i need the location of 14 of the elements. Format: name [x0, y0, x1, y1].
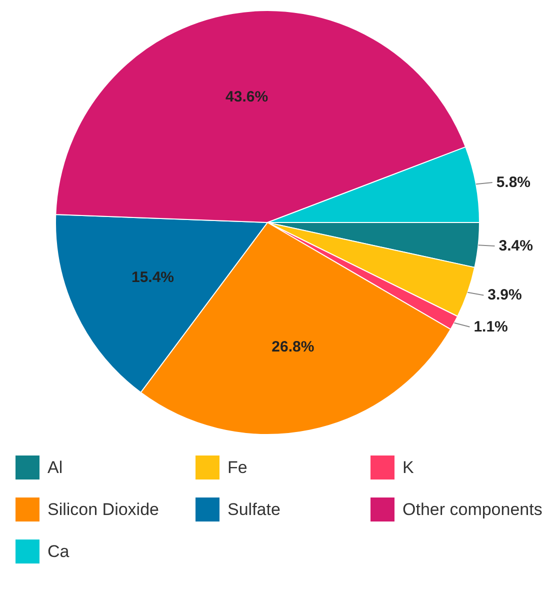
legend-label: Sulfate — [228, 500, 280, 519]
data-label: 43.6% — [226, 88, 268, 106]
data-label: 3.4% — [498, 238, 533, 255]
legend-label: Silicon Dioxide — [48, 500, 159, 519]
legend-label: Fe — [228, 458, 248, 477]
legend-label: Other components — [402, 500, 542, 519]
legend-label: Ca — [48, 542, 70, 561]
data-label: 5.8% — [496, 174, 531, 192]
data-label: 3.9% — [488, 286, 522, 304]
legend-label: K — [402, 458, 414, 477]
data-label: 15.4% — [131, 268, 174, 286]
legend-label: Al — [48, 458, 63, 477]
data-label: 26.8% — [272, 338, 314, 356]
data-label: 1.1% — [474, 318, 508, 336]
